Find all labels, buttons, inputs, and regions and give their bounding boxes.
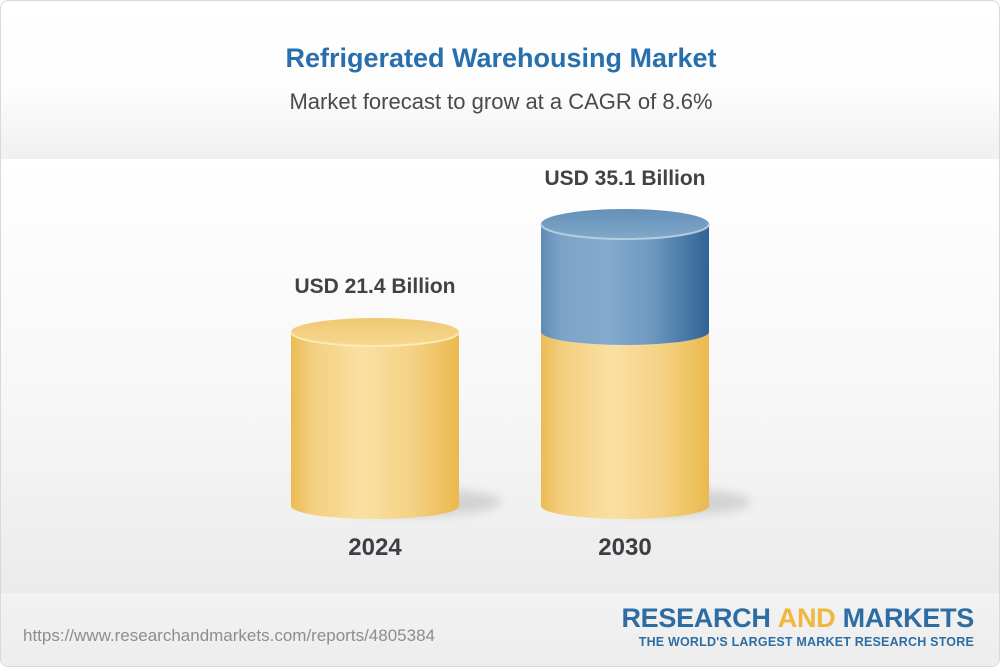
header-background bbox=[1, 1, 999, 159]
brand-logo: RESEARCH AND MARKETS THE WORLD'S LARGEST… bbox=[621, 605, 974, 650]
cylinder-2030 bbox=[540, 209, 710, 519]
brand-wordmark: RESEARCH AND MARKETS bbox=[621, 605, 974, 632]
value-label-2030: USD 35.1 Billion bbox=[544, 167, 706, 190]
chart-subtitle: Market forecast to grow at a CAGR of 8.6… bbox=[289, 89, 713, 114]
cylinder-2030-growth-segment bbox=[541, 224, 709, 345]
logo-word-markets: MARKETS bbox=[842, 603, 975, 633]
cylinder-2030-base-segment bbox=[541, 332, 709, 519]
chart-title: Refrigerated Warehousing Market bbox=[285, 43, 717, 73]
logo-word-research: RESEARCH bbox=[621, 603, 771, 633]
chart-background bbox=[1, 159, 999, 593]
brand-tagline: THE WORLD'S LARGEST MARKET RESEARCH STOR… bbox=[638, 635, 974, 649]
axis-label-2024: 2024 bbox=[348, 534, 402, 561]
axis-label-2030: 2030 bbox=[598, 534, 652, 561]
value-label-2024: USD 21.4 Billion bbox=[294, 275, 456, 298]
report-url: https://www.researchandmarkets.com/repor… bbox=[23, 626, 435, 645]
cylinder-2024 bbox=[290, 318, 460, 519]
footer-background bbox=[1, 593, 999, 666]
logo-word-and: AND bbox=[777, 603, 836, 633]
